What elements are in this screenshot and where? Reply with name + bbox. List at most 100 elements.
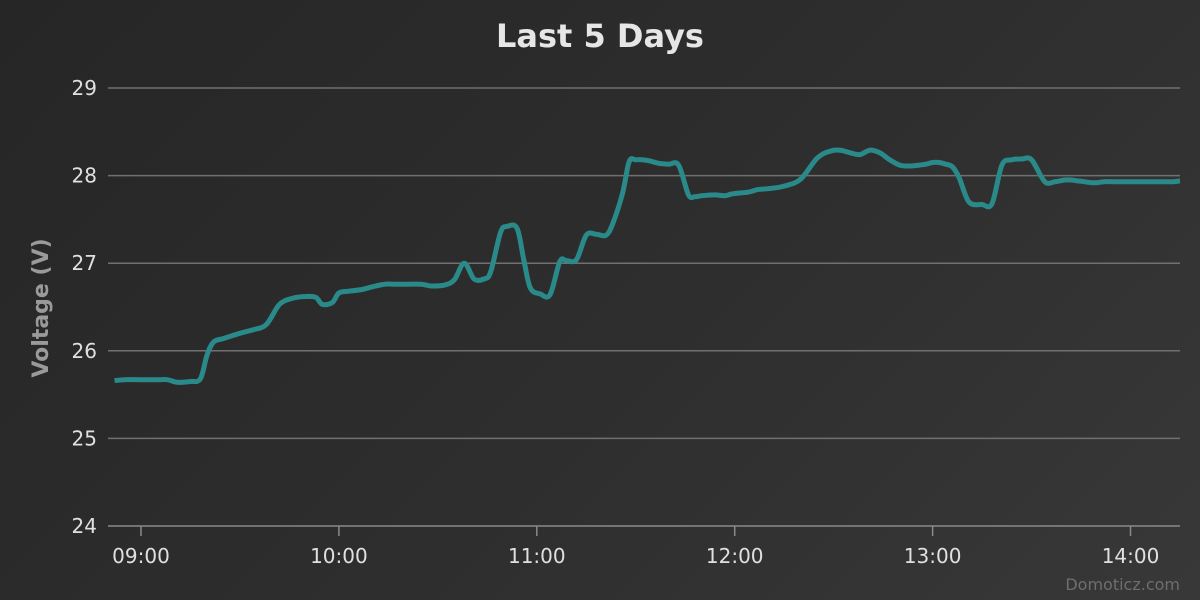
data-point[interactable] [633, 157, 639, 163]
data-point[interactable] [263, 322, 269, 328]
data-point[interactable] [949, 164, 955, 170]
data-point[interactable] [827, 148, 833, 154]
data-point[interactable] [313, 294, 319, 300]
data-point[interactable] [451, 277, 457, 283]
data-point[interactable] [488, 269, 494, 275]
data-point[interactable] [405, 281, 411, 287]
data-point[interactable] [346, 288, 352, 294]
data-point[interactable] [956, 174, 962, 180]
data-point[interactable] [989, 201, 995, 207]
data-point[interactable] [1029, 157, 1035, 163]
data-point[interactable] [847, 150, 853, 156]
data-point[interactable] [1154, 179, 1160, 185]
data-point[interactable] [1177, 178, 1183, 184]
data-point[interactable] [1111, 179, 1117, 185]
data-point[interactable] [867, 147, 873, 153]
data-point[interactable] [966, 199, 972, 205]
data-point[interactable] [392, 281, 398, 287]
data-point[interactable] [204, 352, 210, 358]
data-point[interactable] [646, 158, 652, 164]
data-point[interactable] [336, 290, 342, 296]
data-point[interactable] [359, 287, 365, 293]
data-point[interactable] [573, 257, 579, 263]
data-point[interactable] [527, 285, 533, 291]
data-point[interactable] [514, 225, 520, 231]
data-point[interactable] [498, 230, 504, 236]
data-point[interactable] [936, 160, 942, 166]
data-point[interactable] [319, 301, 325, 307]
data-point[interactable] [877, 150, 883, 156]
data-point[interactable] [626, 159, 632, 165]
data-point[interactable] [1147, 179, 1153, 185]
data-point[interactable] [916, 162, 922, 168]
data-point[interactable] [712, 192, 718, 198]
data-point[interactable] [897, 162, 903, 168]
data-point[interactable] [593, 231, 599, 237]
data-point[interactable] [250, 327, 256, 333]
data-point[interactable] [656, 160, 662, 166]
data-point[interactable] [887, 157, 893, 163]
data-point[interactable] [722, 193, 728, 199]
data-point[interactable] [686, 192, 692, 198]
data-point[interactable] [1081, 179, 1087, 185]
data-point[interactable] [112, 378, 118, 384]
data-point[interactable] [1161, 179, 1167, 185]
credit-link[interactable]: Domoticz.com [1065, 575, 1180, 594]
data-point[interactable] [1121, 179, 1127, 185]
data-point[interactable] [369, 284, 375, 290]
data-point[interactable] [471, 276, 477, 282]
data-point[interactable] [603, 232, 609, 238]
data-point[interactable] [557, 258, 563, 264]
data-point[interactable] [1141, 179, 1147, 185]
data-point[interactable] [382, 281, 388, 287]
data-point[interactable] [1088, 180, 1094, 186]
data-point[interactable] [290, 295, 296, 301]
data-point[interactable] [547, 292, 553, 298]
data-point[interactable] [745, 189, 751, 195]
data-point[interactable] [521, 256, 527, 262]
data-point[interactable] [1052, 179, 1058, 185]
data-point[interactable] [765, 186, 771, 192]
data-point[interactable] [220, 336, 226, 342]
data-point[interactable] [676, 162, 682, 168]
data-point[interactable] [1170, 179, 1176, 185]
data-point[interactable] [781, 183, 787, 189]
data-point[interactable] [1062, 177, 1068, 183]
data-point[interactable] [610, 221, 616, 227]
data-point[interactable] [1019, 156, 1025, 162]
data-point[interactable] [798, 176, 804, 182]
data-point[interactable] [814, 155, 820, 161]
data-point[interactable] [699, 193, 705, 199]
data-point[interactable] [1009, 157, 1015, 163]
data-point[interactable] [441, 282, 447, 288]
data-point[interactable] [138, 377, 144, 383]
data-point[interactable] [122, 377, 128, 383]
data-point[interactable] [620, 190, 626, 196]
data-point[interactable] [979, 202, 985, 208]
data-point[interactable] [666, 161, 672, 167]
data-point[interactable] [197, 376, 203, 382]
data-point[interactable] [735, 190, 741, 196]
data-point[interactable] [461, 260, 467, 266]
data-point[interactable] [164, 377, 170, 383]
data-point[interactable] [1101, 179, 1107, 185]
data-point[interactable] [188, 379, 194, 385]
data-point[interactable] [329, 300, 335, 306]
data-point[interactable] [999, 162, 1005, 168]
data-point[interactable] [755, 187, 761, 193]
data-point[interactable] [1131, 179, 1137, 185]
data-point[interactable] [237, 330, 243, 336]
data-point[interactable] [1068, 177, 1074, 183]
data-point[interactable] [277, 301, 283, 307]
data-point[interactable] [907, 163, 913, 169]
data-point[interactable] [418, 281, 424, 287]
data-point[interactable] [692, 194, 698, 200]
data-point[interactable] [211, 339, 217, 345]
data-point[interactable] [303, 294, 309, 300]
data-point[interactable] [923, 161, 929, 167]
data-point[interactable] [1075, 178, 1081, 184]
data-point[interactable] [837, 147, 843, 153]
data-point[interactable] [174, 379, 180, 385]
data-point[interactable] [564, 258, 570, 264]
data-point[interactable] [537, 291, 543, 297]
